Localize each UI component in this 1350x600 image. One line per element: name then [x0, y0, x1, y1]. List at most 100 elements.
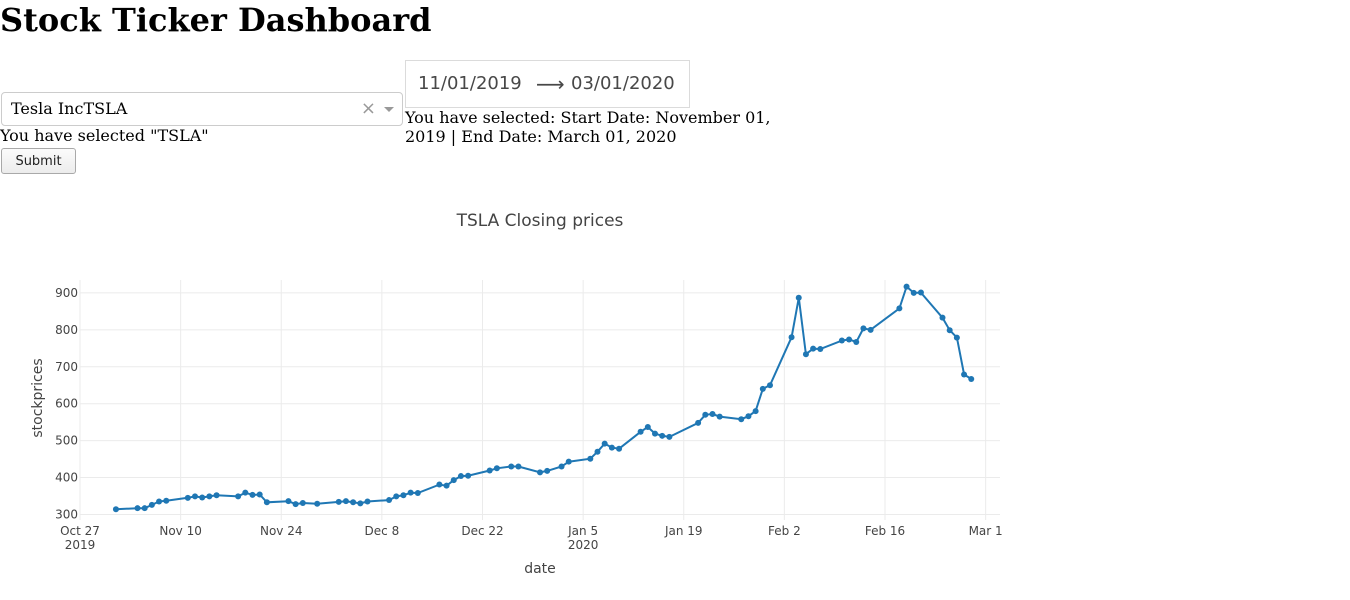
- data-point: [659, 432, 666, 439]
- end-date-input[interactable]: [571, 72, 681, 96]
- data-point: [637, 428, 644, 435]
- data-point: [386, 497, 393, 504]
- data-point: [350, 499, 357, 506]
- x-tick-label: Jan 5: [567, 524, 598, 538]
- y-tick-label: 700: [55, 360, 78, 374]
- data-point: [134, 505, 141, 512]
- data-point: [767, 382, 773, 389]
- date-range-picker[interactable]: ⟶: [405, 60, 690, 108]
- data-point: [759, 385, 766, 392]
- data-point: [407, 489, 414, 496]
- y-tick-label: 800: [55, 323, 78, 337]
- data-point: [414, 490, 421, 497]
- x-tick-label: Feb 16: [865, 524, 905, 538]
- page-title: Stock Ticker Dashboard: [0, 1, 432, 39]
- data-point: [953, 334, 960, 341]
- data-point: [285, 498, 292, 505]
- data-point: [335, 498, 342, 505]
- x-axis-title: date: [524, 561, 556, 577]
- y-tick-label: 500: [55, 434, 78, 448]
- data-point: [745, 413, 752, 420]
- ticker-dropdown-value: Tesla IncTSLA: [11, 99, 128, 118]
- data-point: [644, 423, 651, 430]
- data-point: [752, 408, 759, 415]
- series-line: [115, 284, 972, 511]
- data-point: [587, 455, 594, 462]
- data-point: [666, 433, 673, 440]
- data-point: [968, 375, 975, 382]
- x-tick-label: Dec 22: [461, 524, 503, 538]
- data-point: [465, 472, 472, 479]
- data-point: [917, 289, 924, 296]
- data-point: [292, 501, 299, 508]
- data-point: [199, 494, 206, 501]
- grid-lines: [79, 280, 1000, 520]
- y-tick-label: 300: [55, 507, 78, 521]
- x-tick-label: Nov 10: [159, 524, 202, 538]
- y-tick-label: 900: [55, 286, 78, 300]
- data-point: [206, 493, 213, 500]
- data-point: [544, 467, 551, 474]
- data-point: [314, 500, 321, 507]
- data-point: [702, 411, 709, 418]
- x-tick-sublabel: 2020: [568, 538, 599, 552]
- data-point: [608, 444, 615, 451]
- data-point: [436, 481, 443, 488]
- data-point: [263, 499, 270, 506]
- data-point: [141, 505, 148, 512]
- data-point: [903, 283, 910, 290]
- clear-icon[interactable]: ×: [360, 98, 376, 119]
- ticker-dropdown[interactable]: Tesla IncTSLA ×: [1, 92, 403, 126]
- data-point: [939, 314, 946, 321]
- y-tick-label: 400: [55, 471, 78, 485]
- date-selection-message: You have selected: Start Date: November …: [405, 108, 771, 146]
- data-point: [299, 500, 306, 507]
- data-point: [795, 294, 802, 301]
- ticker-selection-message: You have selected "TSLA": [0, 126, 209, 145]
- chart-title: TSLA Closing prices: [456, 211, 624, 231]
- data-point: [156, 498, 163, 505]
- x-tick-label: Jan 19: [664, 524, 703, 538]
- data-point: [235, 493, 242, 500]
- data-point: [457, 473, 464, 480]
- series-points: [112, 283, 975, 513]
- data-point: [910, 289, 917, 296]
- data-point: [364, 498, 371, 505]
- data-point: [802, 351, 809, 358]
- data-point: [810, 345, 817, 352]
- x-tick-label: Nov 24: [260, 524, 303, 538]
- data-point: [695, 419, 702, 426]
- x-tick-sublabel: 2019: [65, 538, 96, 552]
- data-point: [946, 327, 953, 334]
- data-point: [393, 493, 400, 500]
- data-point: [558, 463, 565, 470]
- data-point: [853, 339, 860, 346]
- data-point: [486, 467, 493, 474]
- data-point: [846, 336, 853, 343]
- data-point: [400, 492, 407, 499]
- chevron-down-icon[interactable]: [384, 107, 394, 112]
- x-tick-label: Oct 27: [60, 524, 100, 538]
- data-point: [493, 465, 500, 472]
- data-point: [838, 337, 845, 344]
- data-point: [213, 492, 220, 499]
- data-point: [788, 334, 795, 341]
- data-point: [709, 411, 716, 418]
- data-point: [652, 430, 658, 437]
- data-point: [565, 458, 572, 465]
- x-tick-label: Dec 8: [365, 524, 400, 538]
- data-point: [738, 416, 745, 423]
- data-point: [163, 497, 170, 504]
- start-date-input[interactable]: [418, 72, 528, 96]
- data-point: [601, 440, 608, 447]
- data-point: [515, 463, 522, 470]
- data-point: [860, 325, 867, 332]
- y-axis-title: stockprices: [30, 358, 46, 437]
- data-point: [961, 371, 968, 378]
- submit-button[interactable]: Submit: [1, 148, 76, 174]
- data-point: [192, 493, 198, 500]
- data-point: [716, 413, 723, 420]
- x-tick-label: Mar 1: [969, 524, 1003, 538]
- data-point: [450, 477, 457, 484]
